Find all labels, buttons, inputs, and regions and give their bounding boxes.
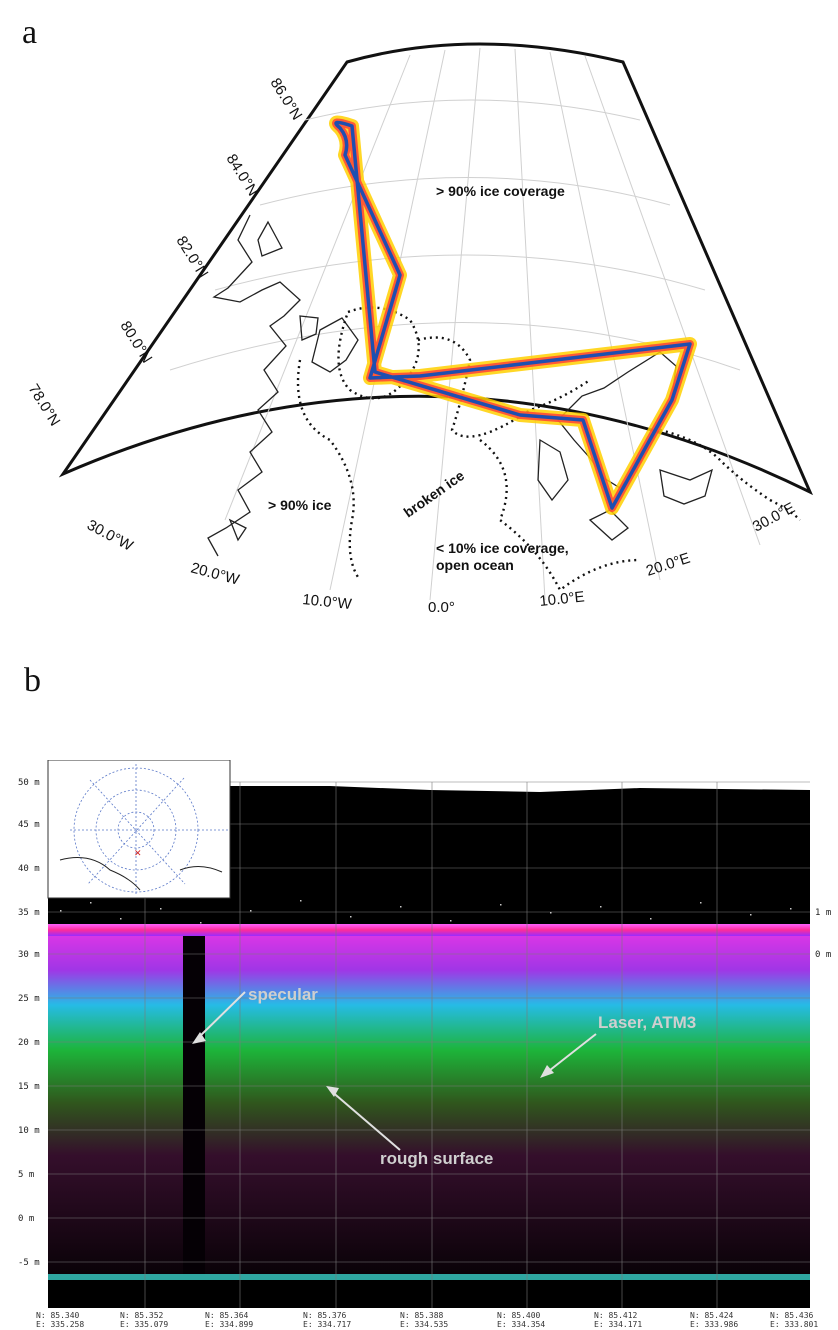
- bottom-echo-line: [48, 1274, 810, 1280]
- x-axis: N: 85.340 E: 335.258 N: 85.352 E: 335.07…: [36, 1311, 818, 1329]
- y-axis: 50 m 45 m 40 m 35 m 30 m 25 m 20 m 15 m …: [18, 778, 40, 1268]
- lon-label-20e: 20.0°E: [644, 550, 692, 580]
- lon-label-0: 0.0°: [428, 599, 455, 616]
- no-data-region: [230, 782, 810, 792]
- y-tick-20: 20 m: [18, 1038, 40, 1048]
- x-tick-e-7: E: 334.171: [594, 1320, 642, 1329]
- flight-track: [329, 115, 697, 515]
- lat-label-82: 82.0°N: [173, 233, 212, 281]
- open-ocean-label-2: open ocean: [436, 557, 514, 573]
- x-tick-e-5: E: 334.535: [400, 1320, 448, 1329]
- longitude-graticule: [224, 47, 761, 601]
- y-tick-30: 30 m: [18, 950, 40, 960]
- x-tick-n-6: N: 85.400: [497, 1311, 541, 1320]
- open-ocean-label-1: < 10% ice coverage,: [436, 540, 569, 556]
- y-tick-25: 25 m: [18, 994, 40, 1004]
- lat-label-86: 86.0°N: [267, 75, 306, 123]
- x-tick-n-5: N: 85.388: [400, 1311, 444, 1320]
- x-tick-e-8: E: 333.986: [690, 1320, 738, 1329]
- x-tick-e-3: E: 334.899: [205, 1320, 253, 1329]
- lon-label-30w: 30.0°W: [84, 517, 136, 556]
- specular-label: specular: [248, 985, 318, 1004]
- panel-a-letter: a: [22, 14, 38, 51]
- inset-locator-map: ✕: [47, 760, 231, 899]
- annotations: specular Laser, ATM3 rough surface: [192, 985, 696, 1168]
- echogram-panel: ✕ 50 m 45 m 40 m 35 m 30 m 25 m 20 m 15 …: [18, 760, 831, 1329]
- arctic-map: > 90% ice coverage > 90% ice broken ice …: [25, 42, 814, 616]
- subsurface-return: [48, 928, 810, 1278]
- x-tick-n-1: N: 85.340: [36, 1311, 80, 1320]
- x-tick-n-7: N: 85.412: [594, 1311, 638, 1320]
- y-tick-10: 10 m: [18, 1126, 40, 1136]
- right-tick-0m: 0 m: [815, 950, 831, 960]
- x-tick-e-9: E: 333.801: [770, 1320, 818, 1329]
- high-ice-label: > 90% ice coverage: [436, 183, 565, 199]
- panel-b-letter: b: [24, 662, 41, 699]
- lat-label-80: 80.0°N: [117, 318, 156, 366]
- rough-surface-label: rough surface: [380, 1149, 493, 1168]
- map-frame: [58, 42, 814, 496]
- y-tick-0: 0 m: [18, 1214, 34, 1224]
- x-tick-n-2: N: 85.352: [120, 1311, 164, 1320]
- specular-gap: [183, 934, 205, 1278]
- x-tick-n-3: N: 85.364: [205, 1311, 249, 1320]
- lat-label-84: 84.0°N: [223, 151, 262, 199]
- y-tick-40: 40 m: [18, 864, 40, 874]
- y-tick-50: 50 m: [18, 778, 40, 788]
- y-tick-35: 35 m: [18, 908, 40, 918]
- lon-label-10e: 10.0°E: [539, 588, 586, 610]
- x-tick-n-8: N: 85.424: [690, 1311, 734, 1320]
- laser-atm3-label: Laser, ATM3: [598, 1013, 696, 1032]
- surface-return: [48, 924, 810, 936]
- x-tick-n-9: N: 85.436: [770, 1311, 814, 1320]
- x-tick-n-4: N: 85.376: [303, 1311, 347, 1320]
- inset-flight-marker: ✕: [134, 848, 142, 858]
- lon-label-20w: 20.0°W: [189, 559, 242, 588]
- y-tick-15: 15 m: [18, 1082, 40, 1092]
- laser-elevation-points: [60, 900, 792, 924]
- lat-label-78: 78.0°N: [25, 381, 64, 429]
- y-tick-45: 45 m: [18, 820, 40, 830]
- x-tick-e-2: E: 335.079: [120, 1320, 168, 1329]
- lon-label-10w: 10.0°W: [302, 591, 354, 613]
- x-tick-e-6: E: 334.354: [497, 1320, 545, 1329]
- y-tick-5: 5 m: [18, 1170, 34, 1180]
- y-tick-neg5: -5 m: [18, 1258, 40, 1268]
- greenland-coastline: [207, 214, 359, 557]
- west-ice-label: > 90% ice: [268, 497, 332, 513]
- lon-label-30e: 30.0°E: [750, 499, 798, 535]
- x-tick-e-1: E: 335.258: [36, 1320, 84, 1329]
- x-tick-e-4: E: 334.717: [303, 1320, 351, 1329]
- broken-ice-label: broken ice: [401, 467, 468, 520]
- right-tick-1m: 1 m: [815, 908, 831, 918]
